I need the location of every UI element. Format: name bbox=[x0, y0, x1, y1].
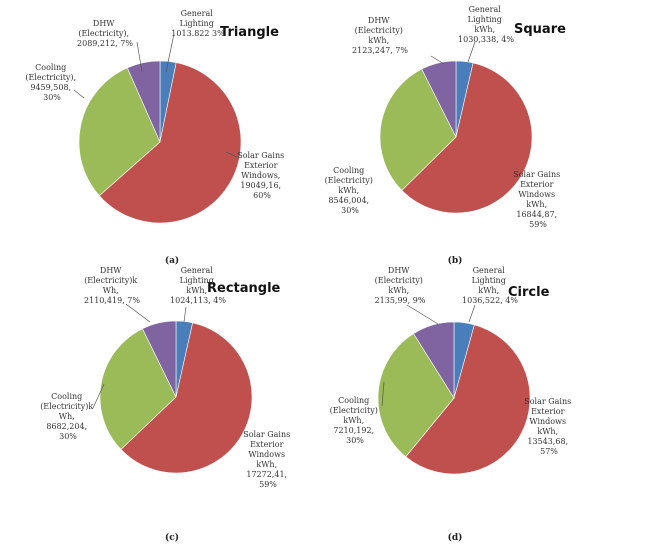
slice-label-cooling: Cooling (Electricity)k Wh, 8682,204, 30% bbox=[40, 383, 105, 441]
pie-slice-solar-gains bbox=[98, 62, 242, 224]
svg-text:Solar Gains Exterior: Solar Gains Exterior Windows kWh, 16844,… bbox=[513, 170, 563, 229]
pie-panel-d: Circle (d) General Lighting kWh, 1036,52… bbox=[330, 266, 574, 543]
pie-slice-dhw bbox=[421, 60, 457, 138]
svg-text:DHW (Electricity)k: DHW (Electricity)k Wh, 2110,419, 7% bbox=[84, 266, 140, 305]
pie-panel-c: Rectangle (c) General Lighting kWh, 1024… bbox=[40, 266, 293, 543]
chart-title: Square bbox=[514, 22, 566, 37]
pie-slice-dhw bbox=[142, 320, 177, 398]
chart-title: Rectangle bbox=[207, 281, 281, 296]
chart-title: Triangle bbox=[220, 25, 279, 40]
svg-text:Solar Gains Exterior: Solar Gains Exterior Windows, 19049,16, … bbox=[237, 151, 287, 200]
svg-text:Solar Gains Exterior: Solar Gains Exterior Windows kWh, 17272,… bbox=[243, 430, 293, 489]
slice-label-solar-gains: Solar Gains Exterior Windows kWh, 13543,… bbox=[524, 397, 574, 456]
slice-label-cooling: Cooling (Electricity), 9459,508, 30% bbox=[25, 63, 85, 102]
pie-slice-solar-gains bbox=[120, 322, 253, 474]
slice-label-dhw: DHW (Electricity) kWh, 2123,247, 7% bbox=[352, 16, 445, 65]
pie-panel-b: Square (b) General Lighting kWh, 1030,33… bbox=[325, 5, 566, 266]
svg-text:DHW (Electricity),: DHW (Electricity), 2089,212, 7% bbox=[77, 19, 133, 48]
svg-text:DHW (Electricity): DHW (Electricity) kWh, 2135,99, 9% bbox=[375, 266, 426, 305]
slice-label-general-lighting: General Lighting kWh, 1024,113, 4% bbox=[170, 266, 226, 323]
pie-slice-solar-gains bbox=[405, 324, 531, 475]
slice-label-solar-gains: Solar Gains Exterior Windows kWh, 16844,… bbox=[513, 170, 563, 229]
svg-text:Cooling (Electricity): Cooling (Electricity) kWh, 8546,004, 30% bbox=[325, 166, 376, 215]
pie-slice-cooling bbox=[377, 333, 455, 458]
slice-label-solar-gains: Solar Gains Exterior Windows, 19049,16, … bbox=[225, 151, 287, 200]
panel-caption: (d) bbox=[448, 532, 463, 543]
slice-label-general-lighting: General Lighting kWh, 1030,338, 4% bbox=[458, 5, 514, 63]
pie-slice-cooling bbox=[78, 67, 161, 197]
panel-caption: (b) bbox=[448, 255, 463, 266]
svg-text:Solar Gains Exterior: Solar Gains Exterior Windows kWh, 13543,… bbox=[524, 397, 574, 456]
slice-label-dhw: DHW (Electricity), 2089,212, 7% bbox=[77, 19, 143, 73]
pie-slices bbox=[377, 321, 531, 475]
panel-caption: (a) bbox=[165, 255, 179, 266]
panel-caption: (c) bbox=[165, 532, 179, 543]
pie-slices bbox=[99, 320, 253, 474]
slice-label-general-lighting: General Lighting kWh, 1036,522, 4% bbox=[462, 266, 518, 323]
pie-slice-solar-gains bbox=[401, 62, 533, 214]
svg-text:Cooling (Electricity): Cooling (Electricity) kWh, 7210,192, 30% bbox=[330, 396, 381, 445]
pie-slices bbox=[379, 60, 533, 214]
chart-title: Circle bbox=[508, 285, 550, 300]
slice-label-solar-gains: Solar Gains Exterior Windows kWh, 17272,… bbox=[243, 430, 293, 489]
slice-label-cooling: Cooling (Electricity) kWh, 8546,004, 30% bbox=[325, 166, 376, 215]
slice-label-dhw: DHW (Electricity) kWh, 2135,99, 9% bbox=[375, 266, 439, 325]
pie-slices bbox=[78, 60, 242, 224]
pie-panel-a: Triangle (a) General Lighting 1013.822 3… bbox=[25, 9, 287, 266]
svg-text:General Lighting: General Lighting 1013.822 3% bbox=[171, 9, 225, 38]
pie-slice-dhw bbox=[126, 60, 161, 143]
slice-label-general-lighting: General Lighting 1013.822 3% bbox=[165, 9, 225, 73]
svg-text:Cooling (Electricity)k: Cooling (Electricity)k Wh, 8682,204, 30% bbox=[40, 392, 96, 441]
svg-text:DHW (Electricity): DHW (Electricity) kWh, 2123,247, 7% bbox=[352, 16, 408, 55]
pie-slice-dhw bbox=[413, 321, 455, 400]
svg-text:Cooling (Electricity),: Cooling (Electricity), 9459,508, 30% bbox=[25, 63, 78, 102]
slice-label-cooling: Cooling (Electricity) kWh, 7210,192, 30% bbox=[330, 381, 385, 445]
slice-label-dhw: DHW (Electricity)k Wh, 2110,419, 7% bbox=[84, 266, 151, 323]
svg-text:General Lighting: General Lighting kWh, 1024,113, 4% bbox=[170, 266, 226, 305]
svg-text:General Lighting: General Lighting kWh, 1036,522, 4% bbox=[462, 266, 518, 305]
svg-text:General Lighting: General Lighting kWh, 1030,338, 4% bbox=[458, 5, 514, 44]
